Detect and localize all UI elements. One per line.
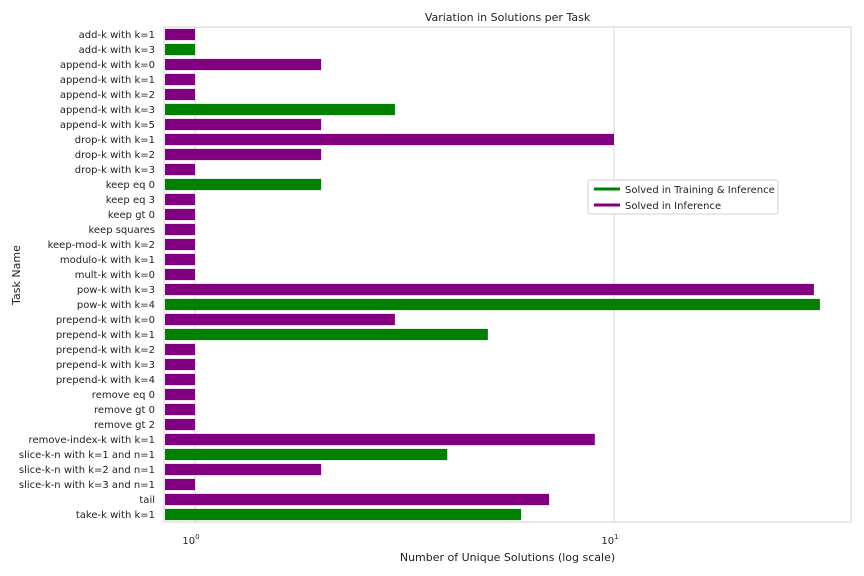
bar bbox=[165, 88, 195, 101]
bar bbox=[165, 283, 814, 296]
y-tick-label: add-k with k=1 bbox=[79, 30, 155, 41]
y-tick-label: prepend-k with k=4 bbox=[56, 375, 155, 386]
bar bbox=[165, 268, 195, 281]
y-tick-label: add-k with k=3 bbox=[79, 45, 155, 56]
x-axis-title: Number of Unique Solutions (log scale) bbox=[400, 551, 615, 564]
bar bbox=[165, 418, 195, 431]
y-tick-label: tail bbox=[139, 495, 155, 506]
bar bbox=[165, 178, 322, 191]
y-axis-title: Task Name bbox=[10, 245, 23, 306]
y-tick-label: modulo-k with k=1 bbox=[60, 255, 155, 266]
x-tick-labels: 100 101 bbox=[182, 533, 618, 547]
bar bbox=[165, 508, 522, 521]
y-tick-label: prepend-k with k=2 bbox=[56, 345, 155, 356]
bar bbox=[165, 463, 322, 476]
bar bbox=[165, 373, 195, 386]
bar bbox=[165, 493, 550, 506]
bar bbox=[165, 403, 195, 416]
y-tick-label: append-k with k=5 bbox=[60, 120, 155, 131]
bar bbox=[165, 208, 195, 221]
x-tick-label: 101 bbox=[601, 533, 618, 547]
bar bbox=[165, 253, 195, 266]
y-tick-label: append-k with k=1 bbox=[60, 75, 155, 86]
bar bbox=[165, 238, 195, 251]
legend-box bbox=[587, 179, 779, 215]
bar bbox=[165, 328, 488, 341]
y-tick-label: drop-k with k=1 bbox=[75, 135, 155, 146]
bar bbox=[165, 163, 195, 176]
y-tick-label: remove eq 0 bbox=[92, 390, 155, 401]
bar bbox=[165, 478, 195, 491]
y-tick-label: keep eq 3 bbox=[106, 195, 155, 206]
y-tick-label: remove gt 2 bbox=[94, 420, 155, 431]
legend-label-training-inference: Solved in Training & Inference bbox=[625, 185, 775, 196]
bar bbox=[165, 118, 322, 131]
y-tick-label: remove-index-k with k=1 bbox=[29, 435, 155, 446]
y-tick-label: prepend-k with k=3 bbox=[56, 360, 155, 371]
plot-area bbox=[163, 26, 852, 523]
x-tick-label: 100 bbox=[182, 533, 199, 547]
y-tick-label: remove gt 0 bbox=[94, 405, 155, 416]
y-tick-label: prepend-k with k=1 bbox=[56, 330, 155, 341]
chart-title: Variation in Solutions per Task bbox=[425, 11, 591, 24]
bar bbox=[165, 73, 195, 86]
bar bbox=[165, 358, 195, 371]
bar bbox=[165, 388, 195, 401]
bar bbox=[165, 133, 614, 146]
bar bbox=[165, 103, 395, 116]
y-tick-label: append-k with k=2 bbox=[60, 90, 155, 101]
y-tick-label: append-k with k=3 bbox=[60, 105, 155, 116]
y-tick-label: drop-k with k=2 bbox=[75, 150, 155, 161]
bar bbox=[165, 343, 195, 356]
y-tick-label: drop-k with k=3 bbox=[75, 165, 155, 176]
y-tick-label: slice-k-n with k=1 and n=1 bbox=[19, 450, 155, 461]
y-tick-label: keep-mod-k with k=2 bbox=[48, 240, 155, 251]
bar bbox=[165, 148, 322, 161]
y-tick-label: keep squares bbox=[88, 225, 155, 236]
y-tick-label: append-k with k=0 bbox=[60, 60, 155, 71]
bars bbox=[165, 28, 820, 521]
bar bbox=[165, 223, 195, 236]
bar bbox=[165, 58, 322, 71]
bar bbox=[165, 43, 195, 56]
y-tick-label: keep eq 0 bbox=[106, 180, 155, 191]
bar bbox=[165, 28, 195, 41]
legend-label-inference: Solved in Inference bbox=[625, 201, 721, 212]
y-tick-labels: add-k with k=1 add-k with k=3 append-k wit… bbox=[19, 30, 155, 521]
bar bbox=[165, 448, 448, 461]
y-tick-label: pow-k with k=3 bbox=[77, 285, 155, 296]
y-tick-label: mult-k with k=0 bbox=[75, 270, 155, 281]
y-tick-label: pow-k with k=4 bbox=[77, 300, 155, 311]
y-tick-label: slice-k-n with k=2 and n=1 bbox=[19, 465, 155, 476]
y-tick-label: prepend-k with k=0 bbox=[56, 315, 155, 326]
y-tick-label: keep gt 0 bbox=[108, 210, 155, 221]
y-tick-label: take-k with k=1 bbox=[76, 510, 155, 521]
bar bbox=[165, 433, 595, 446]
bar bbox=[165, 313, 395, 326]
y-tick-label: slice-k-n with k=3 and n=1 bbox=[19, 480, 155, 491]
bar bbox=[165, 193, 195, 206]
bar bbox=[165, 298, 820, 311]
legend: Solved in Training & Inference Solved in… bbox=[587, 179, 779, 215]
